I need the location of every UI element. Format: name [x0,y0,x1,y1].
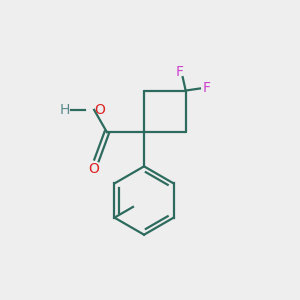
Text: O: O [88,162,99,176]
Text: F: F [175,65,183,79]
Text: H: H [60,103,70,117]
Text: O: O [94,103,105,117]
Text: F: F [203,81,211,94]
